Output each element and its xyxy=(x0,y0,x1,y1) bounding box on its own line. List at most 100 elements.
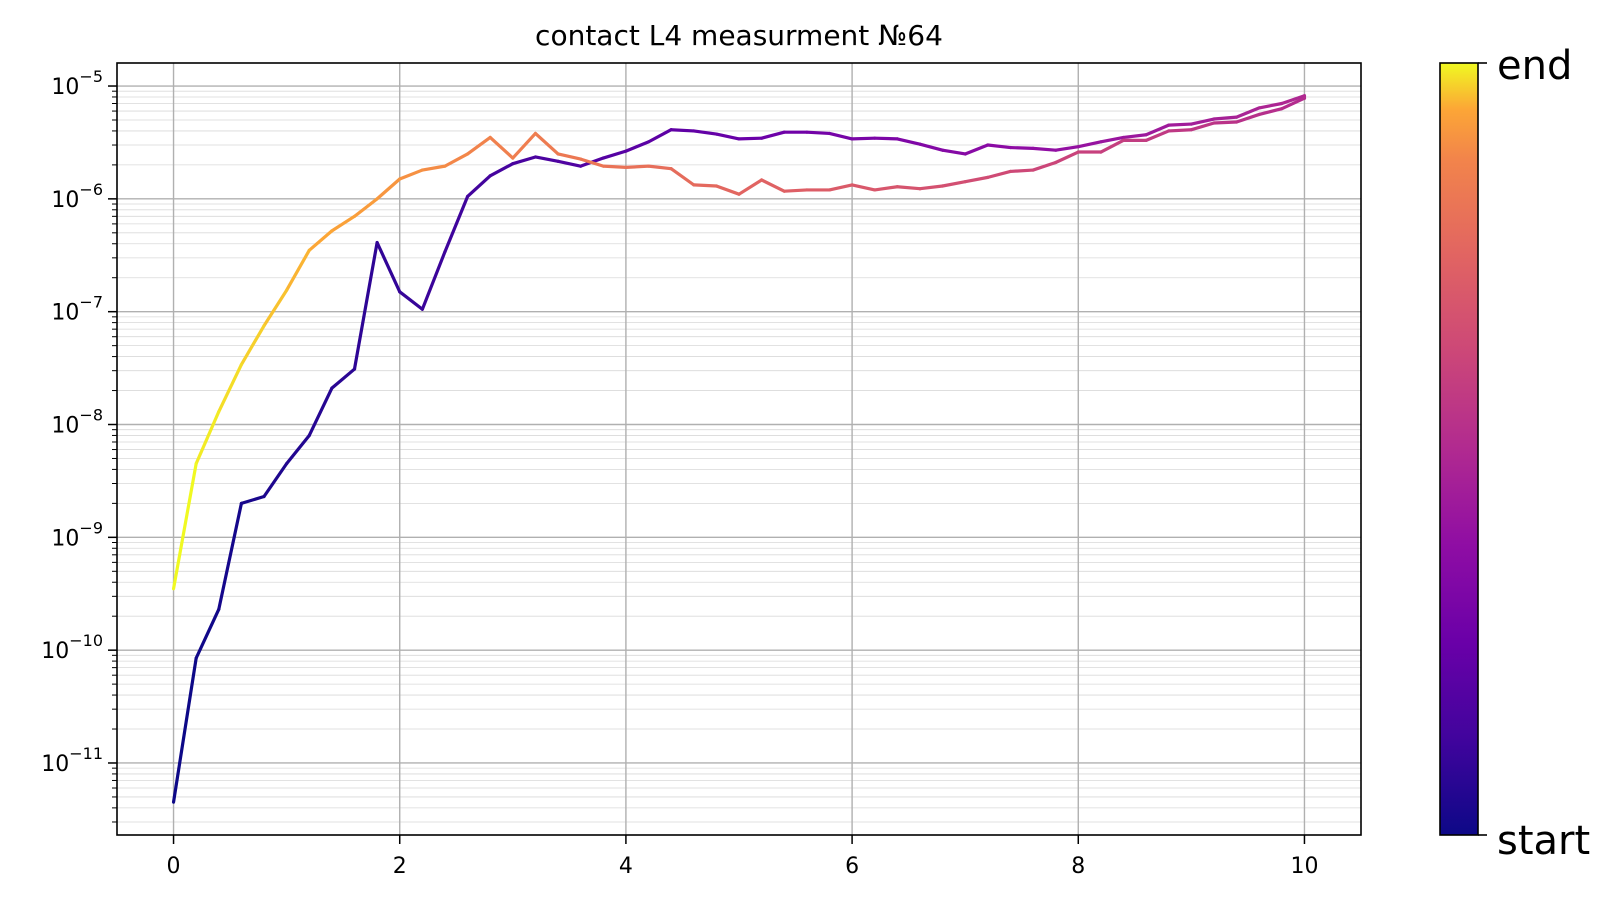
y-tick-label: 10−10 xyxy=(41,631,103,664)
line-segment xyxy=(601,164,628,170)
line-segment xyxy=(307,229,334,252)
line-segment xyxy=(873,136,899,141)
line-segment xyxy=(375,240,402,294)
line-segment xyxy=(873,185,899,192)
line-segment xyxy=(465,174,492,199)
line-segment xyxy=(217,501,243,611)
line-segment xyxy=(918,184,945,191)
line-segment xyxy=(511,155,538,166)
line-segment xyxy=(760,130,786,140)
line-segment xyxy=(782,188,809,193)
line-segment xyxy=(1212,115,1239,121)
line-segment xyxy=(986,169,1013,179)
line-segment xyxy=(624,140,651,153)
line-segment xyxy=(1099,135,1126,144)
line-segment xyxy=(194,410,221,466)
line-segment xyxy=(692,129,718,136)
line-segment xyxy=(918,142,945,152)
line-segment xyxy=(895,137,922,146)
grid xyxy=(117,63,1361,835)
colorbar-end-label: end xyxy=(1497,43,1572,89)
line-segment xyxy=(669,128,696,133)
x-tick-label: 4 xyxy=(619,854,633,879)
line-segment xyxy=(1099,138,1126,154)
line-segment xyxy=(986,143,1013,150)
line-segment xyxy=(1144,123,1171,137)
line-segment xyxy=(1257,101,1284,110)
line-segment xyxy=(1054,145,1080,152)
line-segment xyxy=(375,177,402,201)
line-segment xyxy=(714,184,741,196)
line-segment xyxy=(533,131,560,156)
y-tick-label: 10−8 xyxy=(51,406,103,439)
line-segment xyxy=(646,128,673,144)
line-segment xyxy=(579,157,605,168)
line-segment xyxy=(1054,150,1080,165)
line-segment xyxy=(940,180,967,188)
line-segment xyxy=(285,433,311,466)
x-tick-label: 0 xyxy=(167,854,181,879)
line-segment xyxy=(1031,146,1058,152)
line-segment xyxy=(1121,133,1148,140)
y-tick-label: 10−5 xyxy=(51,67,103,100)
line-segment xyxy=(171,462,198,591)
line-segment xyxy=(556,159,583,168)
line-segment xyxy=(940,148,967,156)
line-segment xyxy=(488,162,515,178)
plot-frame xyxy=(116,62,1362,836)
line-segment xyxy=(533,155,560,163)
line-segment xyxy=(1167,122,1193,127)
line-segment xyxy=(1189,121,1216,132)
line-segment xyxy=(217,362,243,414)
x-axis: 0 2 4 6 8 10 xyxy=(167,835,1318,879)
x-tick-label: 2 xyxy=(393,854,407,879)
line-segment xyxy=(1234,106,1261,119)
line-segment xyxy=(827,183,854,192)
line-segment xyxy=(714,132,741,141)
line-segment xyxy=(760,178,786,193)
line-segment xyxy=(1076,140,1103,149)
line-segment xyxy=(488,135,515,160)
line-segment xyxy=(285,248,311,292)
line-segment xyxy=(1031,160,1058,172)
line-segment xyxy=(307,386,334,438)
line-segment xyxy=(398,168,424,181)
line-segment xyxy=(556,152,583,161)
line-segment xyxy=(737,136,764,141)
line-segment xyxy=(895,185,922,191)
colorbar xyxy=(1439,62,1479,836)
line-segment xyxy=(330,214,357,233)
line-segment xyxy=(1167,128,1193,133)
x-tick-label: 8 xyxy=(1071,854,1085,879)
line-segment xyxy=(624,164,651,170)
line-segment xyxy=(465,135,492,156)
line-segment xyxy=(827,131,854,141)
line-segment xyxy=(963,175,990,184)
line-segment xyxy=(1008,145,1035,151)
line-segment xyxy=(1008,168,1035,174)
y-tick-label: 10−9 xyxy=(51,518,103,551)
line-segment xyxy=(1189,117,1216,126)
line-segment xyxy=(443,152,470,168)
line-segment xyxy=(963,143,990,156)
line-segment xyxy=(262,288,289,328)
line-segment xyxy=(737,178,764,196)
line-segment xyxy=(601,149,628,160)
line-segment xyxy=(669,167,696,187)
line-segment xyxy=(850,136,877,141)
line-segment xyxy=(1212,120,1239,125)
y-tick-label: 10−7 xyxy=(51,293,103,326)
line-segment xyxy=(239,494,266,505)
line-segment xyxy=(398,290,424,311)
line-segment xyxy=(1234,112,1261,124)
line-segment xyxy=(850,183,877,192)
line-segment xyxy=(692,183,718,188)
line-segment xyxy=(1280,94,1307,106)
plot-lines xyxy=(171,94,1307,804)
y-tick-label: 10−11 xyxy=(41,744,103,777)
line-segment xyxy=(511,131,538,160)
line-segment xyxy=(420,250,447,311)
line-segment xyxy=(805,130,832,136)
line-segment xyxy=(239,324,266,367)
